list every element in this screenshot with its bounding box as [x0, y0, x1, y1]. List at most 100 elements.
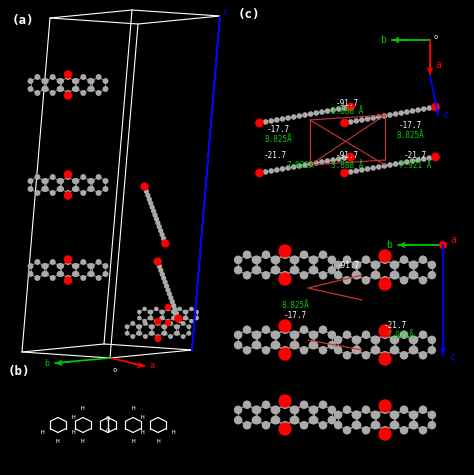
Text: c: c [222, 7, 228, 16]
Text: 8.825Å: 8.825Å [281, 301, 309, 310]
Circle shape [166, 319, 170, 323]
Circle shape [319, 271, 327, 279]
Circle shape [255, 119, 264, 127]
Text: -91.7: -91.7 [336, 98, 358, 107]
Circle shape [64, 191, 72, 200]
Circle shape [234, 266, 242, 275]
Circle shape [362, 426, 370, 435]
Circle shape [342, 105, 347, 111]
Circle shape [352, 271, 360, 279]
Circle shape [343, 406, 351, 414]
Text: b: b [45, 359, 49, 368]
Circle shape [142, 319, 147, 323]
Circle shape [80, 174, 86, 180]
Circle shape [263, 119, 268, 125]
Text: 8.825Å: 8.825Å [396, 132, 424, 141]
Text: -21.7: -21.7 [264, 152, 287, 161]
Circle shape [87, 186, 93, 192]
Circle shape [43, 78, 49, 84]
Circle shape [274, 117, 280, 123]
Circle shape [371, 271, 379, 279]
Circle shape [378, 277, 392, 291]
Circle shape [370, 115, 376, 121]
Circle shape [330, 157, 336, 163]
Circle shape [362, 351, 370, 360]
Circle shape [194, 316, 199, 320]
Circle shape [130, 321, 135, 326]
Circle shape [35, 259, 40, 265]
Circle shape [102, 271, 109, 277]
Circle shape [309, 416, 317, 424]
Text: 7.921Å: 7.921Å [386, 331, 414, 340]
Circle shape [96, 74, 101, 80]
Circle shape [348, 169, 354, 175]
Circle shape [165, 287, 171, 293]
Circle shape [102, 178, 109, 184]
Circle shape [41, 263, 47, 269]
Text: H: H [72, 415, 75, 420]
Circle shape [89, 271, 95, 277]
Circle shape [352, 421, 360, 429]
Circle shape [353, 261, 361, 269]
Circle shape [175, 331, 180, 336]
Text: H: H [141, 430, 145, 435]
Circle shape [243, 421, 251, 429]
Circle shape [353, 410, 361, 419]
Circle shape [50, 90, 55, 96]
Circle shape [439, 241, 447, 249]
Circle shape [419, 276, 427, 285]
Text: -17.7: -17.7 [266, 125, 290, 134]
Circle shape [404, 159, 410, 165]
Circle shape [342, 155, 347, 161]
Circle shape [80, 275, 86, 281]
Circle shape [290, 406, 298, 414]
Circle shape [145, 193, 151, 198]
Circle shape [390, 410, 398, 419]
Circle shape [387, 112, 393, 118]
Text: H: H [81, 407, 85, 411]
Text: (b): (b) [8, 365, 30, 378]
Circle shape [50, 275, 55, 281]
Circle shape [96, 259, 101, 265]
Circle shape [243, 400, 251, 409]
Circle shape [189, 319, 194, 323]
Text: H: H [56, 438, 60, 444]
Circle shape [166, 307, 170, 311]
Circle shape [372, 421, 381, 429]
Circle shape [372, 410, 381, 419]
Circle shape [154, 257, 162, 266]
Circle shape [27, 86, 34, 92]
Circle shape [381, 406, 389, 414]
Circle shape [271, 416, 279, 424]
Circle shape [262, 250, 270, 259]
Circle shape [142, 307, 147, 311]
Text: H: H [156, 438, 160, 444]
Circle shape [340, 169, 349, 177]
Circle shape [409, 336, 417, 344]
Circle shape [325, 108, 330, 114]
Circle shape [272, 406, 281, 414]
Circle shape [274, 167, 280, 173]
Circle shape [302, 162, 308, 168]
Circle shape [370, 165, 376, 171]
Circle shape [165, 304, 171, 310]
Circle shape [170, 299, 175, 304]
Circle shape [186, 324, 191, 329]
Circle shape [297, 113, 302, 119]
Circle shape [381, 331, 389, 339]
Circle shape [410, 158, 415, 164]
Circle shape [399, 110, 404, 116]
Circle shape [149, 205, 155, 210]
Circle shape [300, 421, 308, 429]
Circle shape [50, 190, 55, 196]
Circle shape [174, 314, 182, 323]
Circle shape [415, 107, 421, 113]
Circle shape [161, 316, 165, 320]
Circle shape [72, 78, 78, 84]
Circle shape [278, 319, 292, 332]
Circle shape [310, 406, 319, 414]
Circle shape [96, 190, 101, 196]
Circle shape [102, 186, 109, 192]
Circle shape [56, 186, 63, 192]
Circle shape [184, 310, 188, 314]
